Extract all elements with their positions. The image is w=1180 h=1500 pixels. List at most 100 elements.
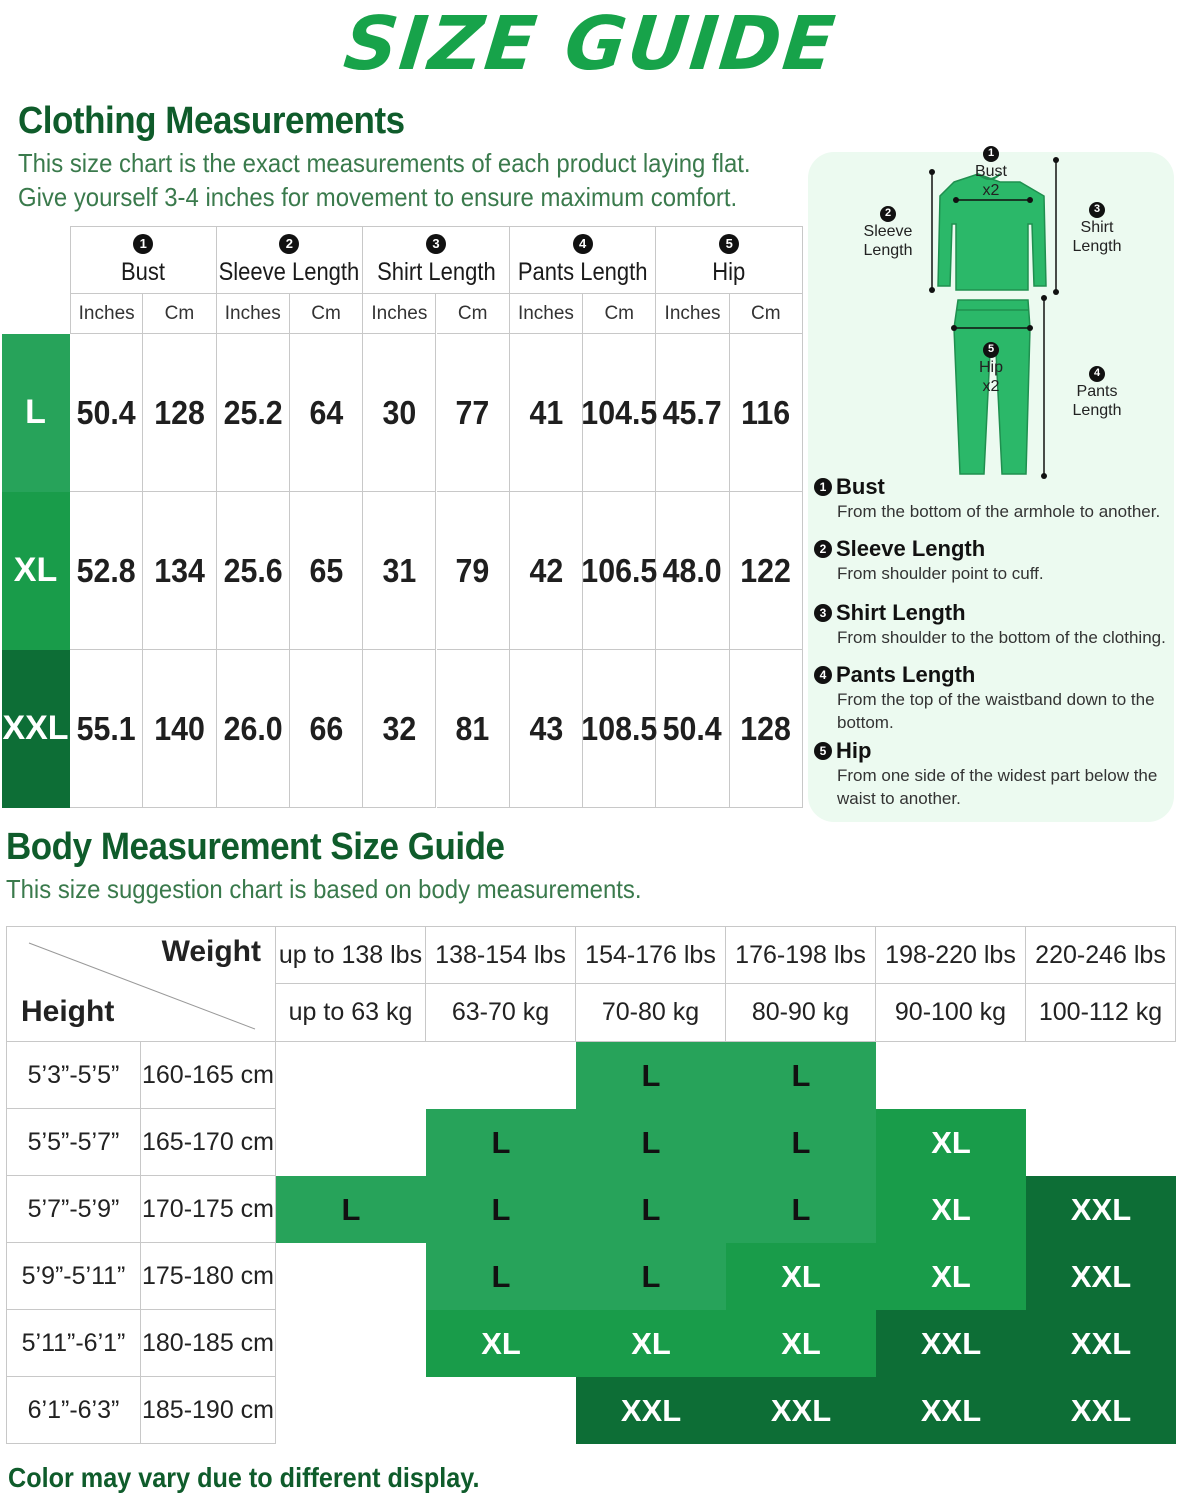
size-recommendation: L — [576, 1176, 726, 1243]
measurement-value: 122 — [740, 551, 792, 589]
page-title: SIZE GUIDE — [340, 1, 841, 87]
table-cell: 77 — [436, 334, 510, 492]
column-header-label: Pants Length — [517, 257, 648, 286]
legend-item: 4 Pants Length From the top of the waistba… — [814, 662, 1170, 734]
measurement-value: 43 — [529, 709, 563, 747]
height-ft: 5’5”-5’7” — [6, 1109, 141, 1176]
weight-label: Weight — [161, 935, 261, 968]
diagram-pants-label: 4 Pants Length — [1072, 365, 1122, 419]
weight-header-lbs: 220-246 lbs — [1026, 926, 1176, 984]
legend-title-text: Shirt Length — [836, 600, 966, 625]
weight-header-lbs: 154-176 lbs — [576, 926, 726, 984]
legend-item: 2 Sleeve Length From shoulder point to cuf… — [814, 536, 1170, 585]
number-badge: 2 — [279, 233, 300, 254]
legend-description: From the top of the waistband down to th… — [837, 690, 1155, 732]
diagram-bust-label: 1 Bust x2 — [974, 145, 1007, 199]
measurement-value: 77 — [455, 393, 490, 431]
table-cell: 128 — [143, 334, 217, 492]
clothing-note-line2: Give yourself 3-4 inches for movement to… — [18, 182, 738, 212]
unit-inches: Inches — [363, 294, 437, 334]
legend-title: 1 Bust — [814, 474, 1170, 500]
size-recommendation: XL — [876, 1243, 1026, 1310]
measurement-value: 50.4 — [76, 393, 136, 431]
measurement-value: 134 — [154, 551, 205, 589]
table-cell: 79 — [436, 492, 510, 650]
weight-header-kg: up to 63 kg — [276, 984, 426, 1042]
column-header-label: Bust — [121, 257, 166, 286]
table-cell: 65 — [289, 492, 364, 650]
column-header-label: Shirt Length — [376, 257, 496, 286]
height-ft: 5’3”-5’5” — [6, 1042, 141, 1109]
measurement-diagram-panel: 1 Bust x2 2 Sleeve Length 3 Shirt Length 5 … — [808, 145, 1174, 822]
table-cell: 50.4 — [656, 650, 730, 808]
column-header: 2 Sleeve Length — [216, 226, 364, 294]
clothing-measurements-table: 1 Bust Inches Cm 2 Sleeve Length Inches Cm 3 Shir… — [2, 226, 803, 808]
measurement-value: 26.0 — [223, 709, 283, 747]
column-header: 1 Bust — [70, 226, 217, 294]
table-cell: 45.7 — [656, 334, 730, 492]
table-cell: 108.5 — [581, 650, 658, 808]
measurement-value: 64 — [309, 393, 343, 431]
table-cell: 48.0 — [656, 492, 730, 650]
height-cm: 170-175 cm — [141, 1176, 276, 1243]
size-label: XXL — [2, 650, 70, 808]
legend-item: 3 Shirt Length From shoulder to the bottom… — [814, 600, 1170, 649]
size-recommendation: XXL — [1026, 1310, 1176, 1377]
diagram-shirt-label: 3 Shirt Length — [1072, 201, 1122, 255]
measurement-value: 66 — [309, 709, 343, 747]
legend-title-text: Hip — [836, 738, 872, 763]
measurement-value: 140 — [154, 709, 205, 747]
measurement-value: 55.1 — [76, 709, 136, 747]
weight-header-lbs: 198-220 lbs — [876, 926, 1026, 984]
height-cm: 175-180 cm — [141, 1243, 276, 1310]
measurement-value: 48.0 — [662, 551, 723, 589]
size-recommendation: XL — [576, 1310, 726, 1377]
size-recommendation: L — [576, 1042, 726, 1109]
table-cell: 64 — [289, 334, 364, 492]
legend-title: 3 Shirt Length — [814, 600, 1170, 626]
measurement-value: 104.5 — [581, 393, 658, 431]
measurement-value: 65 — [309, 551, 343, 589]
legend-title-text: Pants Length — [836, 662, 976, 687]
size-recommendation: L — [276, 1176, 426, 1243]
legend-title: 5 Hip — [814, 738, 1170, 764]
table-cell: 104.5 — [581, 334, 658, 492]
weight-header-lbs: 138-154 lbs — [426, 926, 576, 984]
table-cell: 81 — [436, 650, 510, 808]
clothing-note-line1: This size chart is the exact measurement… — [18, 148, 751, 178]
body-heading: Body Measurement Size Guide — [6, 826, 505, 868]
height-ft: 6’1”-6’3” — [6, 1377, 141, 1444]
legend-item: 1 Bust From the bottom of the armhole to a… — [814, 474, 1170, 523]
table-cell: 31 — [363, 492, 437, 650]
number-badge: 3 — [425, 233, 446, 254]
legend-title-text: Bust — [836, 474, 885, 499]
unit-inches: Inches — [509, 294, 584, 334]
legend-title-text: Sleeve Length — [836, 536, 986, 561]
size-recommendation: XXL — [876, 1377, 1026, 1444]
legend-description: From shoulder to the bottom of the cloth… — [837, 628, 1166, 647]
unit-inches: Inches — [70, 294, 144, 334]
measurement-value: 108.5 — [581, 709, 658, 747]
legend-description: From shoulder point to cuff. — [837, 564, 1044, 583]
body-size-table: Weight Height up to 138 lbs up to 63 kg 138-… — [6, 926, 1176, 1446]
number-badge: 5 — [814, 742, 832, 760]
number-badge: 1 — [814, 478, 832, 496]
table-cell: 66 — [289, 650, 364, 808]
size-recommendation: L — [426, 1176, 576, 1243]
measurement-value: 52.8 — [76, 551, 136, 589]
measurement-value: 128 — [740, 709, 792, 747]
table-cell: 41 — [509, 334, 584, 492]
number-badge: 3 — [814, 604, 832, 622]
table-cell: 106.5 — [581, 492, 657, 650]
measurement-value: 79 — [455, 551, 490, 589]
size-recommendation: L — [726, 1109, 876, 1176]
number-badge: 5 — [719, 233, 740, 254]
garment-diagram — [929, 152, 1059, 479]
measurement-value: 25.2 — [223, 393, 283, 431]
column-header: 4 Pants Length — [509, 226, 657, 294]
size-recommendation: XL — [426, 1310, 576, 1377]
table-cell: 116 — [729, 334, 803, 492]
height-cm: 160-165 cm — [141, 1042, 276, 1109]
size-recommendation: XXL — [1026, 1243, 1176, 1310]
unit-cm: Cm — [289, 294, 364, 334]
